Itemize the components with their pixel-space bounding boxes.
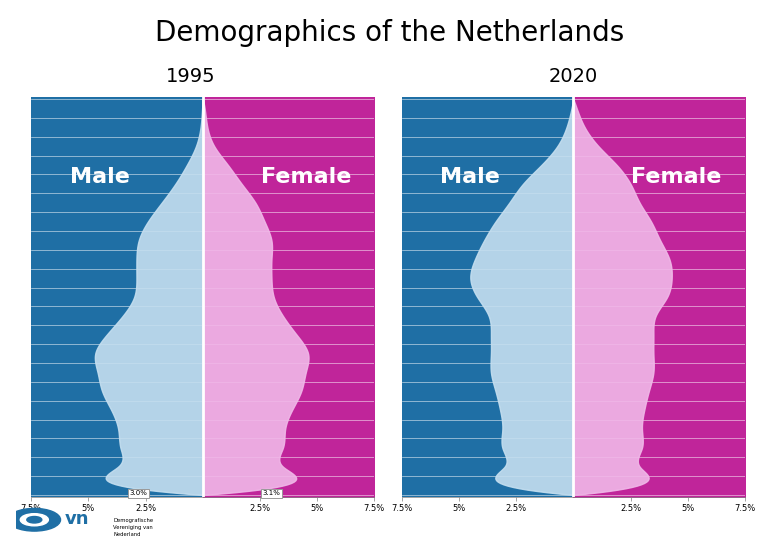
Text: 1995: 1995 bbox=[166, 68, 216, 86]
Text: 3.0%: 3.0% bbox=[129, 490, 147, 496]
Text: Male: Male bbox=[441, 167, 500, 187]
Circle shape bbox=[8, 509, 61, 531]
Text: vn: vn bbox=[64, 510, 89, 528]
Text: Demografische
Vereniging van
Nederland: Demografische Vereniging van Nederland bbox=[113, 518, 153, 537]
Text: Female: Female bbox=[261, 167, 351, 187]
Text: Male: Male bbox=[70, 167, 129, 187]
Text: Demographics of the Netherlands: Demographics of the Netherlands bbox=[155, 19, 625, 47]
Text: 2020: 2020 bbox=[548, 68, 598, 86]
Text: Female: Female bbox=[631, 167, 722, 187]
Circle shape bbox=[27, 516, 42, 523]
Circle shape bbox=[20, 514, 48, 526]
Text: 3.1%: 3.1% bbox=[263, 490, 280, 496]
